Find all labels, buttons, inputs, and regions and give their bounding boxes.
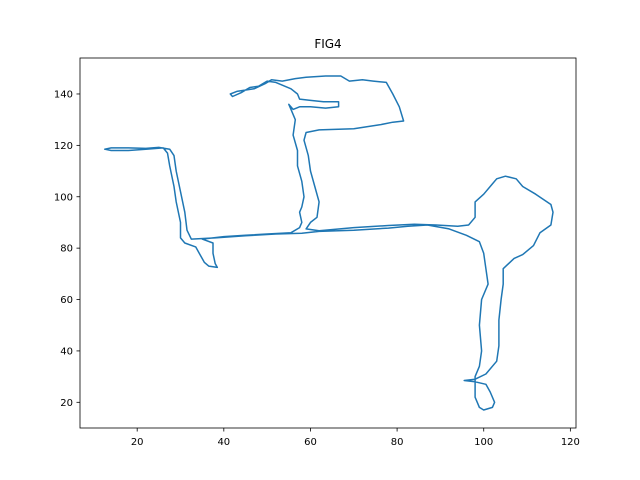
- y-tick-label: 40: [60, 346, 73, 357]
- series-group: [103, 75, 554, 411]
- y-tick-label: 140: [54, 89, 73, 100]
- plot-area: [79, 57, 577, 429]
- series-line-0: [103, 75, 554, 411]
- y-tick-label: 60: [60, 295, 73, 306]
- y-tick-label: 20: [60, 398, 73, 409]
- chart-title: FIG4: [314, 37, 341, 51]
- x-tick-label: 80: [391, 437, 404, 448]
- y-tick-label: 80: [60, 244, 73, 255]
- x-tick-label: 40: [217, 437, 230, 448]
- x-tick-label: 100: [474, 437, 493, 448]
- x-tick-label: 20: [131, 437, 144, 448]
- axis-ticks: 20 40 60 80 100 120 20 40 60 80 100 120 140: [54, 89, 580, 448]
- axes-frame: [79, 57, 577, 429]
- y-tick-label: 120: [54, 141, 73, 152]
- y-tick-label: 100: [54, 192, 73, 203]
- x-tick-label: 120: [561, 437, 580, 448]
- x-tick-label: 60: [304, 437, 317, 448]
